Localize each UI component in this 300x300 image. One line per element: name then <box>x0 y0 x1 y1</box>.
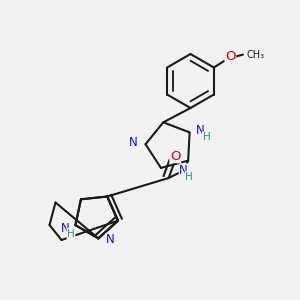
Text: N: N <box>106 233 115 246</box>
Text: H: H <box>185 172 193 182</box>
Text: N: N <box>128 136 137 149</box>
Text: H: H <box>202 132 210 142</box>
Text: H: H <box>67 229 75 238</box>
Text: N: N <box>61 222 69 235</box>
Text: N: N <box>179 164 188 177</box>
Text: O: O <box>225 50 236 64</box>
Text: N: N <box>196 124 205 137</box>
Text: CH₃: CH₃ <box>247 50 265 60</box>
Text: O: O <box>170 150 181 163</box>
